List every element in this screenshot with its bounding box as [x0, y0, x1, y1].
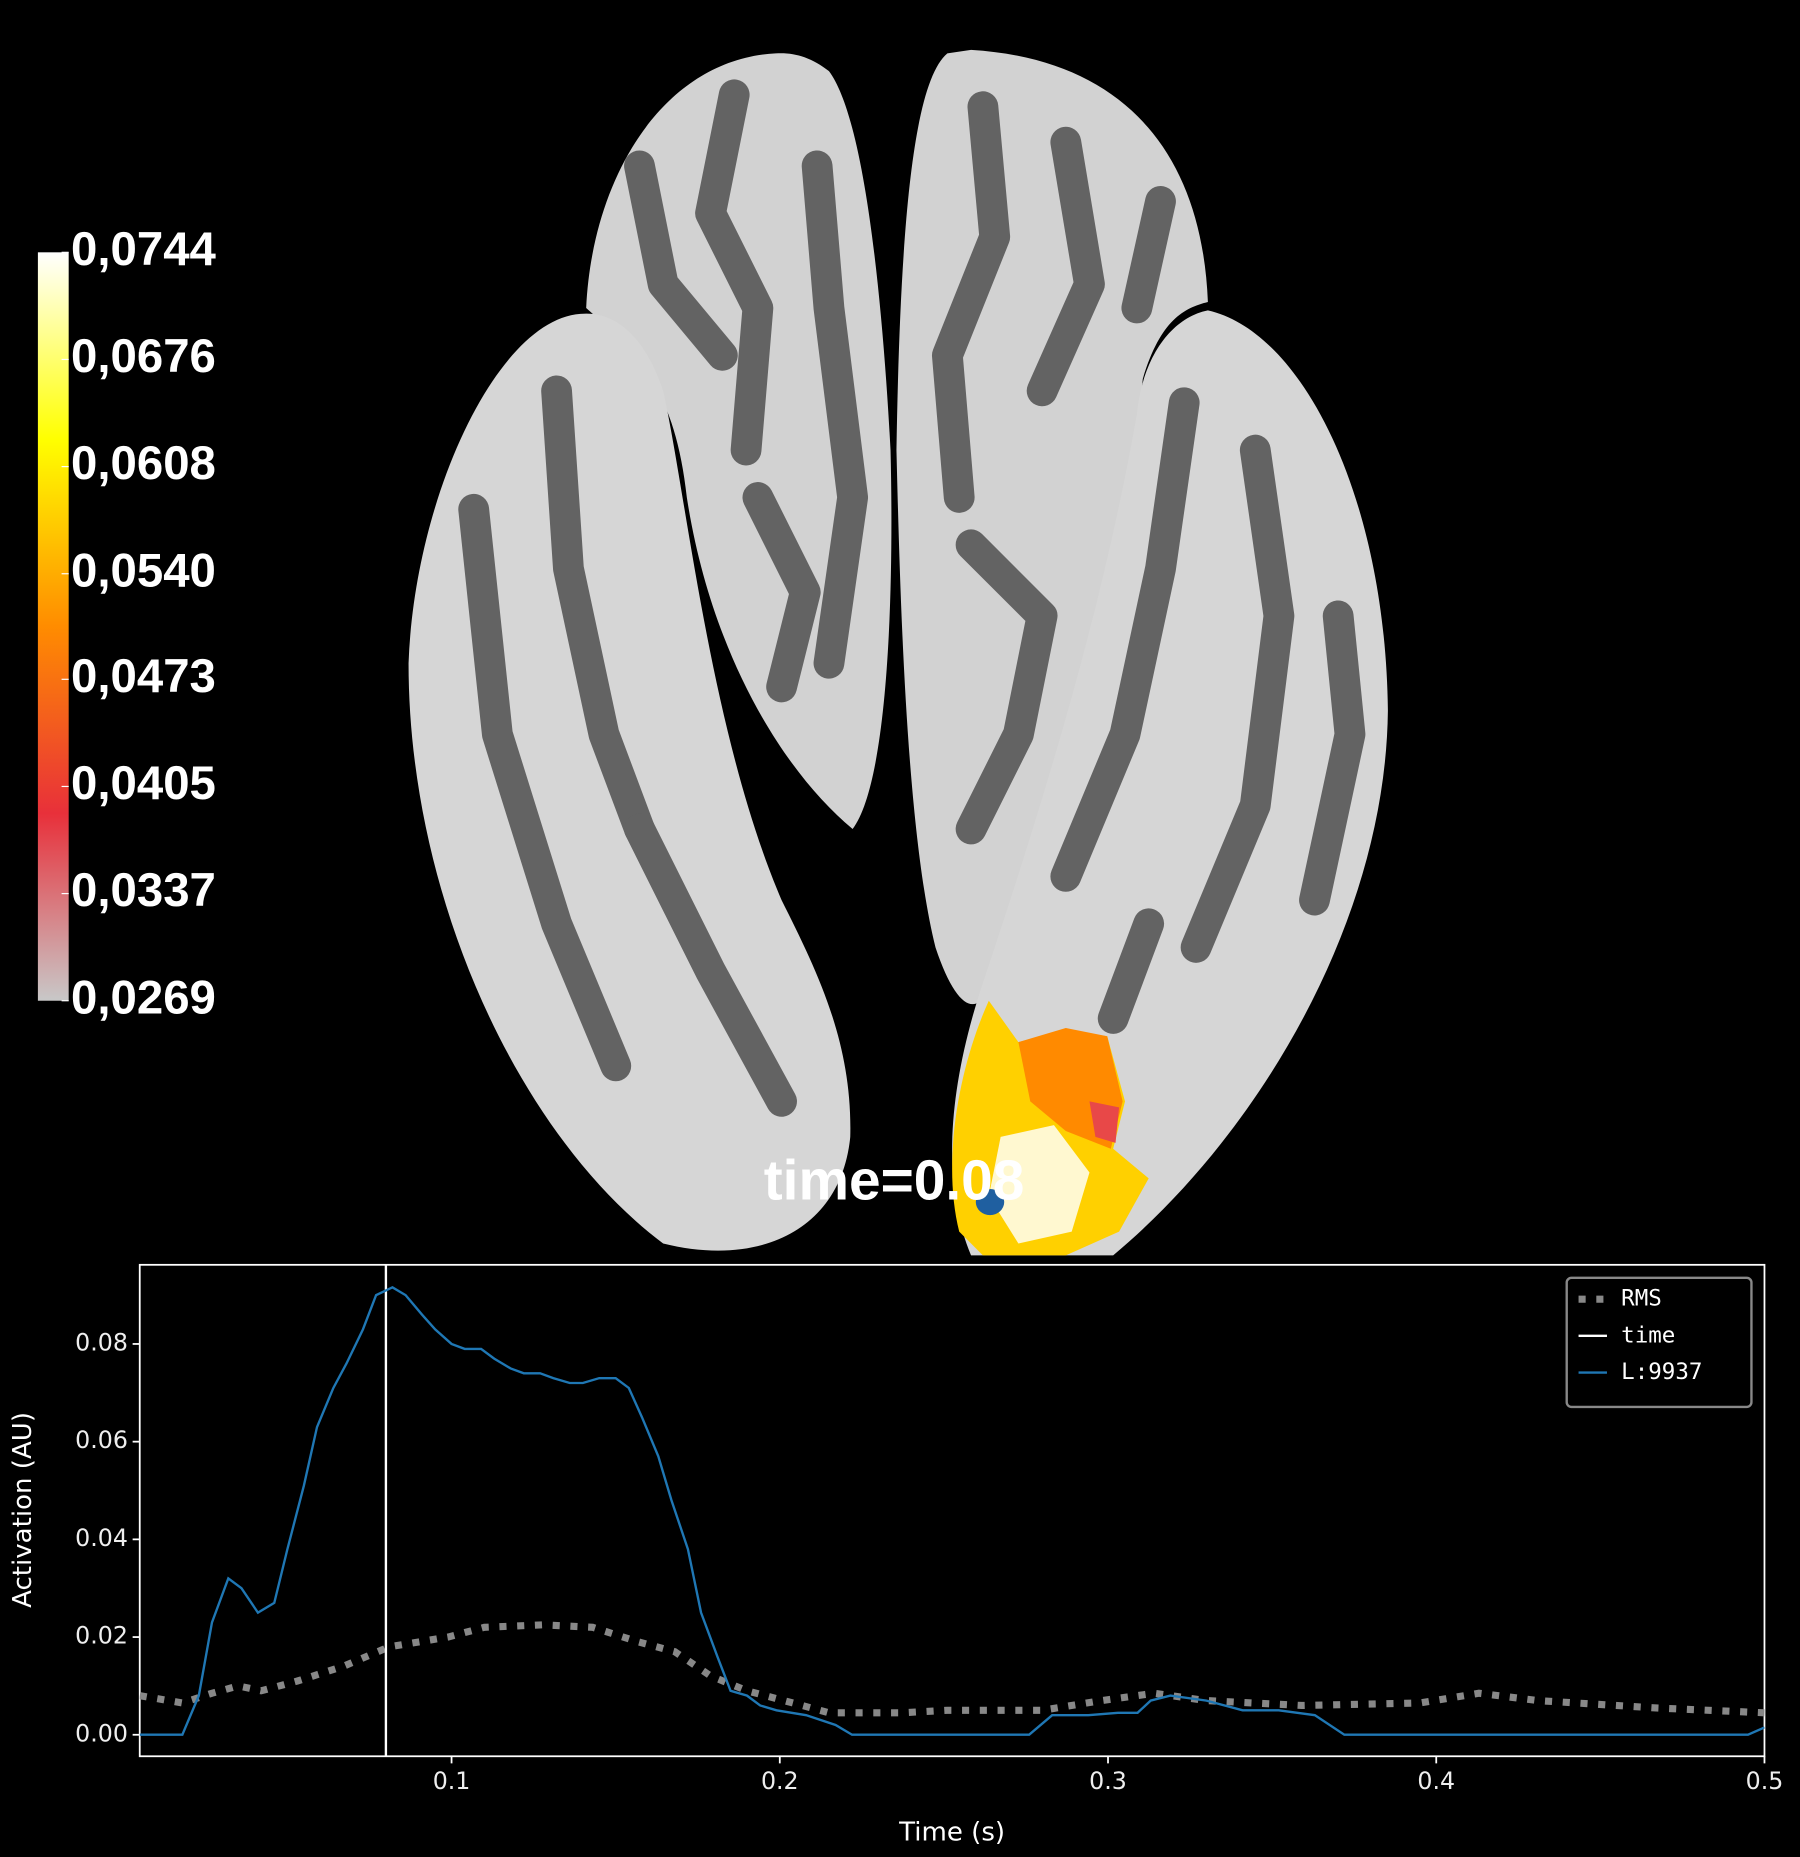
colorbar-tick-label: 0,0473: [71, 650, 216, 703]
colorbar-tick-label: 0,0676: [71, 330, 216, 383]
legend-label: time: [1621, 1322, 1675, 1348]
colorbar-tick-label: 0,0744: [71, 223, 217, 276]
colorbar-tick-label: 0,0608: [71, 437, 216, 490]
y-tick-label: 0.00: [75, 1719, 128, 1747]
y-tick-label: 0.02: [75, 1622, 128, 1650]
y-tick-label: 0.08: [75, 1328, 128, 1356]
y-axis-label: Activation (AU): [8, 1412, 38, 1608]
x-axis-label: Time (s): [898, 1818, 1005, 1848]
x-tick-label: 0.3: [1089, 1767, 1127, 1795]
legend-box: [1565, 1276, 1753, 1409]
x-tick-label: 0.4: [1417, 1767, 1455, 1795]
series-line: [139, 1285, 1765, 1736]
colorbar-tick-label: 0,0540: [71, 544, 216, 597]
colorbar-tick-label: 0,0337: [71, 864, 216, 917]
time-annotation: time=0.08: [764, 1149, 1025, 1212]
plot-lines: [139, 1264, 1765, 1757]
x-tick-label: 0.2: [761, 1767, 799, 1795]
series-line: [139, 1621, 1765, 1717]
colorbar: [37, 252, 69, 1001]
legend-label: L:9937: [1621, 1359, 1702, 1385]
brain: [408, 49, 1388, 1256]
colorbar-tick-label: 0,0269: [71, 971, 216, 1024]
legend-label: RMS: [1621, 1286, 1662, 1312]
y-tick-label: 0.06: [75, 1426, 128, 1454]
x-tick-label: 0.1: [433, 1767, 471, 1795]
colorbar-tick-label: 0,0405: [71, 757, 216, 810]
y-tick-label: 0.04: [75, 1524, 128, 1552]
plot-area: [138, 1263, 1766, 1758]
x-tick-label: 0.5: [1746, 1767, 1784, 1795]
